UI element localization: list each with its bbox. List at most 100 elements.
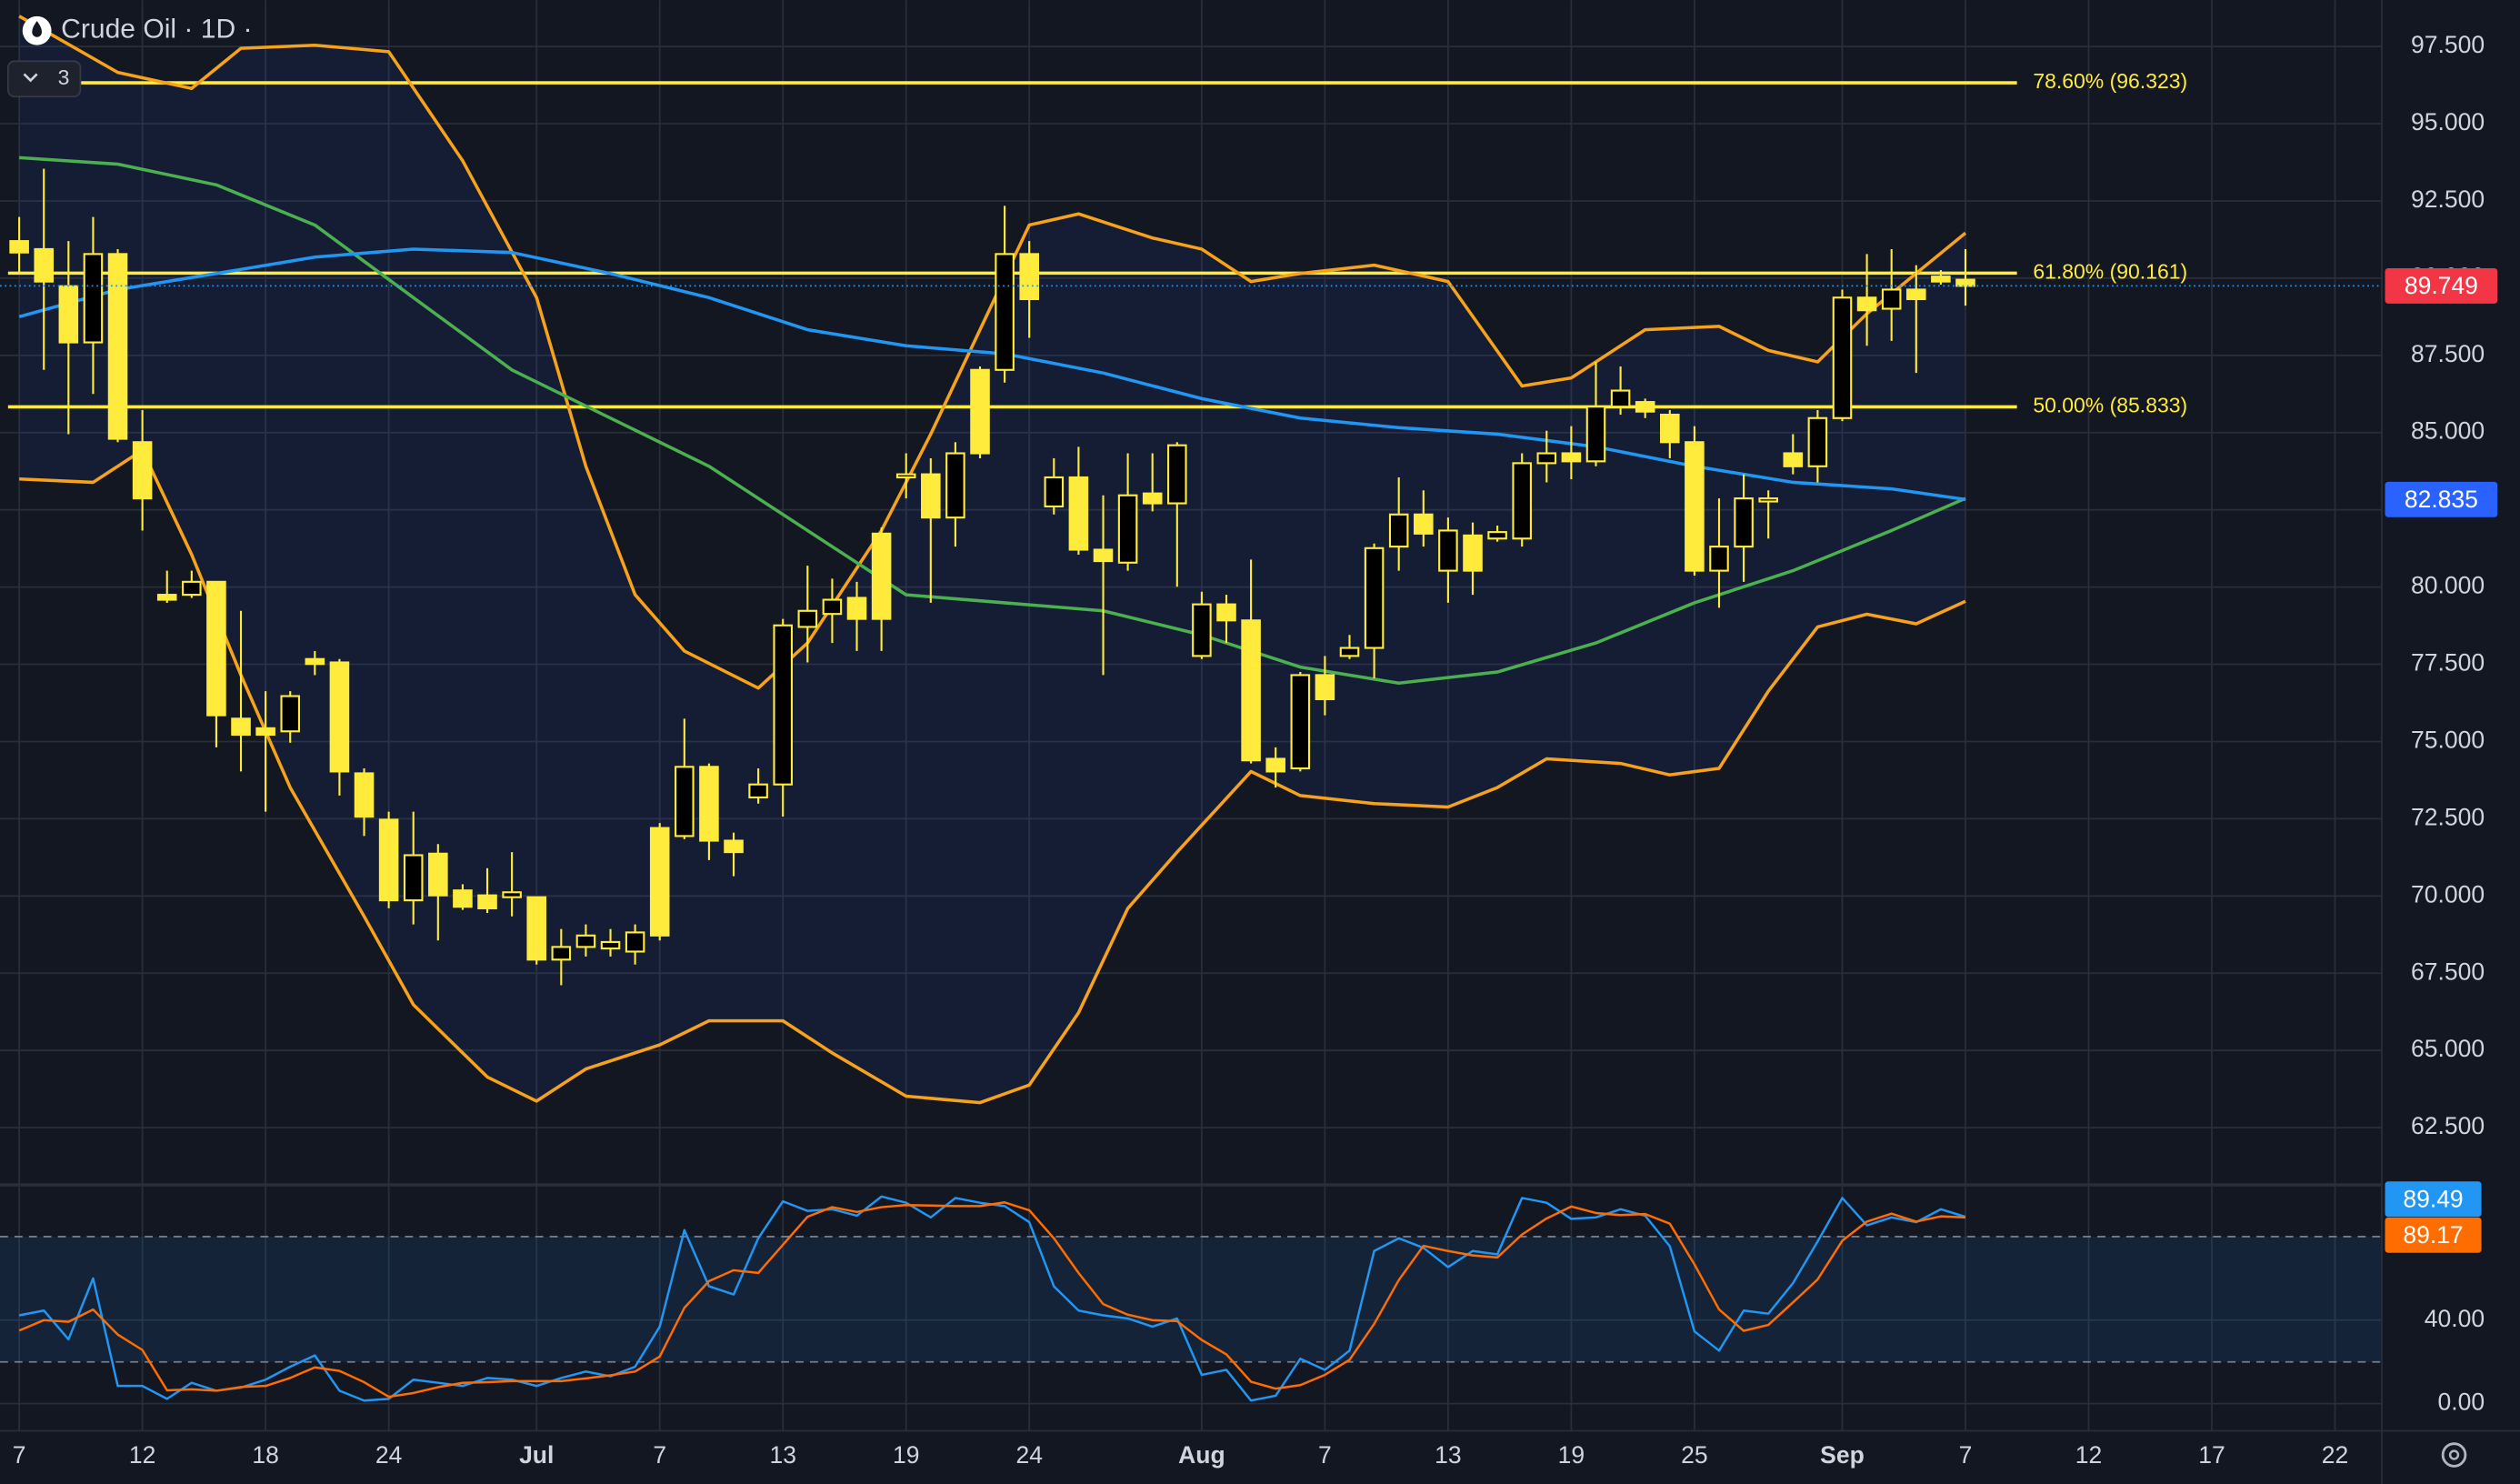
gear-center [2448,1449,2460,1460]
price-label: 82.835 [2405,486,2478,513]
candle-body [1807,416,1828,467]
candle-body [107,253,128,440]
x-tick-label: Aug [1178,1441,1225,1469]
y-tick-label: 85.000 [2411,417,2485,445]
candle-body [575,934,596,948]
candle-body [378,818,399,902]
value-label: 89.49 [2403,1185,2463,1212]
y-tick-label: 72.500 [2411,803,2485,830]
candle-body [1585,406,1606,463]
indicator-line [19,448,1966,1105]
candle-body [748,783,768,799]
indicator-count: 3 [58,65,70,89]
candle-body [797,609,818,628]
candle-body [600,940,621,950]
value-label-box [2385,1217,2482,1253]
value-label-box [2385,1181,2482,1218]
settings-button[interactable] [2441,1442,2467,1468]
candle-body [280,695,301,733]
gear-icon [2441,1442,2467,1468]
candle-body [1856,296,1877,312]
candle-body [1487,531,1507,540]
candle-body [156,594,177,601]
candle-body [255,727,275,737]
candle-body [1388,513,1409,548]
x-tick-label: 12 [129,1441,155,1469]
y-tick-label: 80.000 [2411,572,2485,599]
candle-body [453,889,473,908]
candle-body [1414,513,1434,535]
x-tick-label: 13 [1435,1441,1461,1469]
candle-body [132,441,153,500]
band-fill [19,15,1965,1103]
y-tick-label: 70.000 [2411,880,2485,907]
candle-body [1955,278,1975,287]
y-tick-label: 95.000 [2411,108,2485,135]
fib-label: 61.80% (90.161) [2033,259,2187,283]
candle-body [699,766,719,842]
candle-body [1758,497,1778,503]
candle-body [1192,603,1212,657]
candle-body [945,452,965,519]
candle-body [1536,452,1557,465]
plot-area: 78.60% (96.323) 61.80% (90.161) 50.00% (85… [0,15,2382,1402]
y-tick-label: 87.500 [2411,340,2485,367]
candle-body [1438,529,1458,572]
candle-body [58,285,79,344]
candle-body [354,772,375,818]
y-tick-label: 97.500 [2411,31,2485,58]
chart-title: Crude Oil · 1D · [61,15,252,45]
candle-body [182,580,202,597]
x-tick-label: 18 [252,1441,278,1469]
x-tick-label: 24 [375,1441,402,1469]
x-tick-label: 7 [1959,1441,1973,1469]
fib-label: 50.00% (85.833) [2033,394,2187,417]
candle-body [895,473,916,479]
candle-body [1117,494,1138,564]
candle-body [206,580,226,717]
price-label: 89.749 [2405,272,2478,299]
candle-body [1881,288,1902,310]
y-tick-label: 77.500 [2411,649,2485,677]
candle-body [1734,497,1754,548]
candle-body [846,597,867,620]
candle-body [305,657,325,666]
candle-body [329,661,350,773]
y-tick-label: 65.000 [2411,1035,2485,1062]
x-tick-label: 13 [769,1441,795,1469]
x-tick-label: 7 [1318,1441,1332,1469]
candle-body [1561,452,1582,463]
candle-body [724,839,744,854]
header: Crude Oil · 1D · 3 [6,15,253,98]
candle-body [1216,603,1236,622]
candle-body [1019,253,1039,301]
candle-body [1339,647,1360,657]
y-tick-label: 0.00 [2438,1389,2485,1416]
candle-body [526,896,547,961]
indicator-toggle[interactable] [6,60,82,98]
grid [0,0,2382,1431]
candle-body [1241,619,1261,762]
x-tick-label: 24 [1015,1441,1042,1469]
band-fill [0,1236,2382,1362]
candle-body [1290,674,1311,770]
candle-body [675,766,695,837]
x-tick-label: 7 [653,1441,666,1469]
candle-body [1610,389,1631,408]
candle-body [1660,413,1680,444]
y-tick-label: 40.00 [2425,1305,2485,1332]
y-tick-label: 92.500 [2411,186,2485,213]
axes: 7 12 18 24 Jul 7 13 19 24 Aug 7 13 19 25 Sep 7 12 17 22 62.… [13,31,2498,1469]
candle-body [1265,757,1285,773]
candle-body [921,473,941,519]
price-label-box [2385,481,2498,517]
candle-body [477,894,497,909]
x-tick-label: 19 [1558,1441,1585,1469]
candle-body [1315,674,1335,700]
y-tick-label: 67.500 [2411,958,2485,985]
candle-body [1685,441,1705,572]
x-tick-label: Sep [1820,1441,1865,1469]
candle-body [1142,492,1163,505]
candle-body [1044,476,1065,508]
